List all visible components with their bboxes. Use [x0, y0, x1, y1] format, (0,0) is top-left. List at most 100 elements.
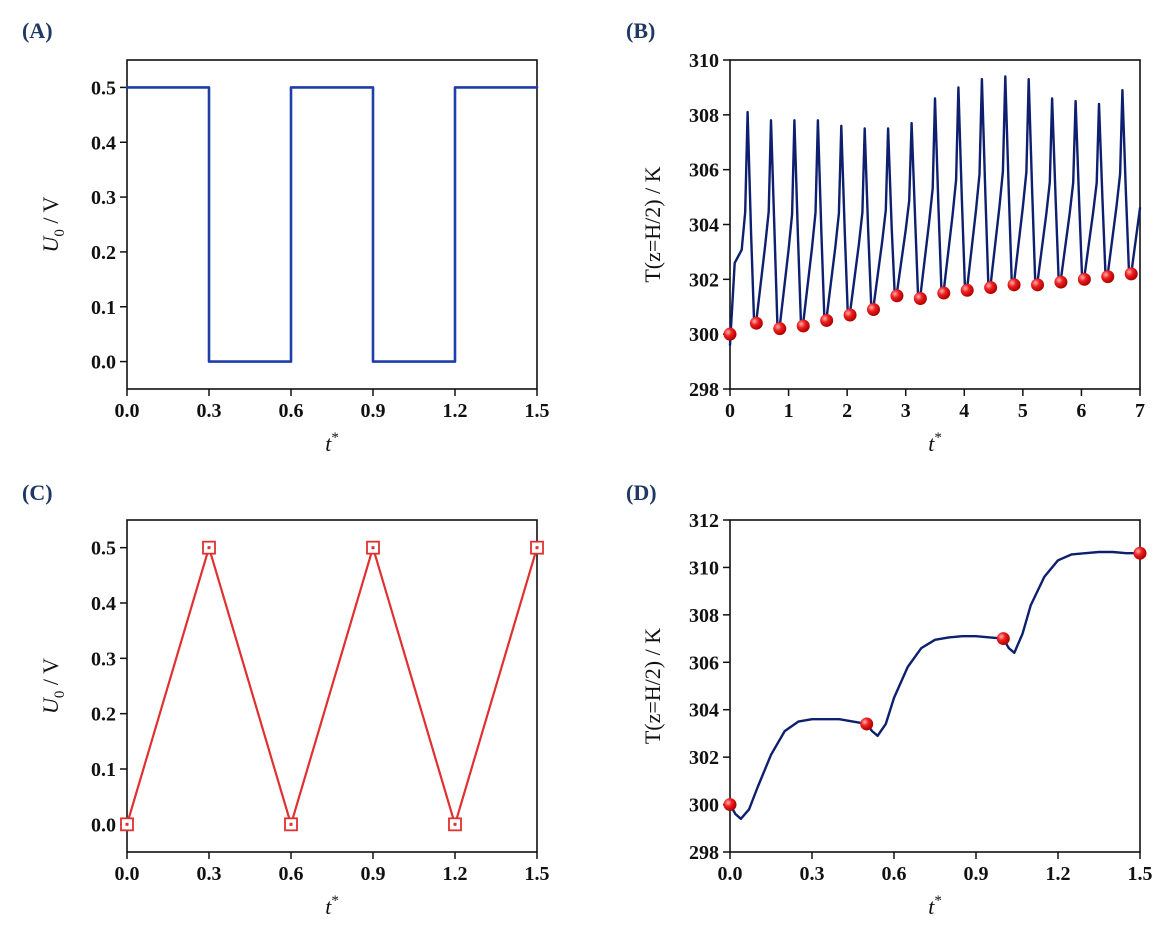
y-tick-label: 300 — [689, 324, 719, 346]
y-tick-label: 0.4 — [91, 132, 116, 154]
marker-point — [773, 322, 787, 336]
plot-frame — [126, 59, 538, 390]
x-tick-label: 0.3 — [800, 863, 825, 885]
y-tick-label: 298 — [689, 379, 719, 401]
x-tick-label: 0.6 — [882, 863, 907, 885]
marker-point — [937, 286, 951, 300]
panel-label-c: (C) — [22, 480, 53, 505]
y-tick-label: 0.2 — [91, 704, 116, 726]
x-tick-label: 4 — [959, 400, 969, 422]
y-axis-label: U0 / V — [38, 196, 68, 252]
temperature-line — [728, 75, 1142, 347]
square-marker-dot — [125, 822, 129, 826]
x-tick-label: 1.5 — [525, 863, 550, 885]
marker-point — [1054, 275, 1068, 289]
marker-point — [1101, 270, 1115, 284]
y-tick-label: 0.0 — [91, 352, 116, 374]
x-axis-label-sup: * — [934, 893, 942, 909]
marker-point — [723, 798, 737, 812]
plot-frame — [729, 519, 1141, 853]
x-axis-label-sup: * — [331, 430, 339, 446]
x-tick-label: 6 — [1076, 400, 1086, 422]
marker-point — [960, 283, 974, 297]
y-axis-label: U0 / V — [38, 658, 68, 714]
y-tick-label: 308 — [689, 105, 719, 127]
x-tick-label: 0 — [725, 400, 735, 422]
x-axis-label: t* — [325, 430, 339, 456]
panel-a-chart: 0.0 0.3 0.6 0.9 1.2 1.5 0.0 0.1 0.2 0.3 0.4 0.5 t* U0… — [38, 59, 550, 456]
square-marker-dot — [289, 822, 293, 826]
marker-point — [890, 289, 904, 303]
square-marker-dot — [453, 822, 457, 826]
x-axis-label-main: t — [325, 894, 332, 919]
square-marker-dot — [535, 546, 539, 550]
y-tick-label: 306 — [689, 160, 719, 182]
x-tick-label: 0.0 — [115, 863, 140, 885]
marker-point — [1133, 546, 1147, 560]
marker-point — [1007, 278, 1021, 292]
x-tick-label: 0.0 — [718, 863, 743, 885]
triangle-wave-line — [125, 546, 539, 826]
y-tick-label: 0.4 — [91, 593, 116, 615]
x-axis-label-sup: * — [331, 893, 339, 909]
y-tick-label: 0.1 — [91, 759, 116, 781]
x-tick-label: 0.3 — [197, 400, 222, 422]
panel-c-chart: 0.0 0.3 0.6 0.9 1.2 1.5 0.0 0.1 0.2 0.3 0.4 0.5 t* U0… — [38, 519, 550, 919]
x-tick-label: 2 — [842, 400, 852, 422]
y-tick-label: 306 — [689, 652, 719, 674]
x-tick-label: 1.2 — [443, 863, 468, 885]
x-tick-label: 0.0 — [115, 400, 140, 422]
marker-point — [1077, 272, 1091, 286]
y-tick-label: 302 — [689, 747, 719, 769]
marker-point — [867, 302, 880, 316]
panel-d-chart: 0.0 0.3 0.6 0.9 1.2 1.5 298 300 302 304 306 308 310 3… — [640, 510, 1153, 919]
x-axis-label-sup: * — [934, 430, 942, 446]
y-axis-label-unit: / V — [38, 196, 63, 229]
y-tick-label: 0.5 — [91, 77, 116, 99]
y-tick-label: 298 — [689, 842, 719, 864]
y-axis-label-main: U — [38, 235, 63, 253]
x-tick-label: 0.9 — [964, 863, 989, 885]
x-tick-label: 0.9 — [361, 400, 386, 422]
y-tick-label: 312 — [689, 510, 719, 532]
temperature-line — [728, 550, 1142, 820]
y-tick-label: 304 — [689, 700, 719, 722]
square-marker-dot — [371, 546, 375, 550]
x-tick-label: 0.6 — [279, 863, 304, 885]
y-axis-label-sub: 0 — [52, 691, 68, 699]
panel-label-a: (A) — [22, 18, 53, 43]
y-tick-label: 0.0 — [91, 814, 116, 836]
marker-point — [1124, 267, 1138, 281]
x-tick-label: 1.5 — [1128, 863, 1153, 885]
panel-b-chart: 0 1 2 3 4 5 6 7 298 300 302 304 306 308 310 t* T(z=H/2) … — [640, 50, 1145, 456]
x-axis-label-main: t — [928, 431, 935, 456]
y-axis-label-unit: / V — [38, 658, 63, 691]
marker-point — [1031, 278, 1044, 292]
plot-frame — [126, 519, 538, 853]
y-tick-label: 0.5 — [91, 538, 116, 560]
marker-point — [843, 308, 857, 322]
marker-point — [996, 632, 1010, 646]
y-tick-label: 310 — [689, 50, 719, 72]
x-tick-label: 0.6 — [279, 400, 304, 422]
x-tick-label: 7 — [1135, 400, 1145, 422]
marker-point — [796, 319, 810, 333]
square-marker-dot — [207, 546, 211, 550]
x-tick-label: 5 — [1018, 400, 1028, 422]
x-axis-label: t* — [928, 893, 942, 919]
x-tick-label: 1 — [784, 400, 794, 422]
y-tick-label: 0.3 — [91, 187, 116, 209]
x-axis-label: t* — [325, 893, 339, 919]
y-tick-label: 302 — [689, 269, 719, 291]
y-tick-label: 304 — [689, 215, 719, 237]
y-tick-label: 308 — [689, 605, 719, 627]
y-tick-label: 0.3 — [91, 648, 116, 670]
marker-point — [860, 717, 874, 731]
x-axis-label-main: t — [325, 431, 332, 456]
y-axis-label: T(z=H/2) / K — [640, 628, 665, 744]
x-axis-label-main: t — [928, 894, 935, 919]
marker-point — [984, 281, 998, 295]
panel-label-b: (B) — [626, 18, 655, 43]
x-axis-label: t* — [928, 430, 942, 456]
